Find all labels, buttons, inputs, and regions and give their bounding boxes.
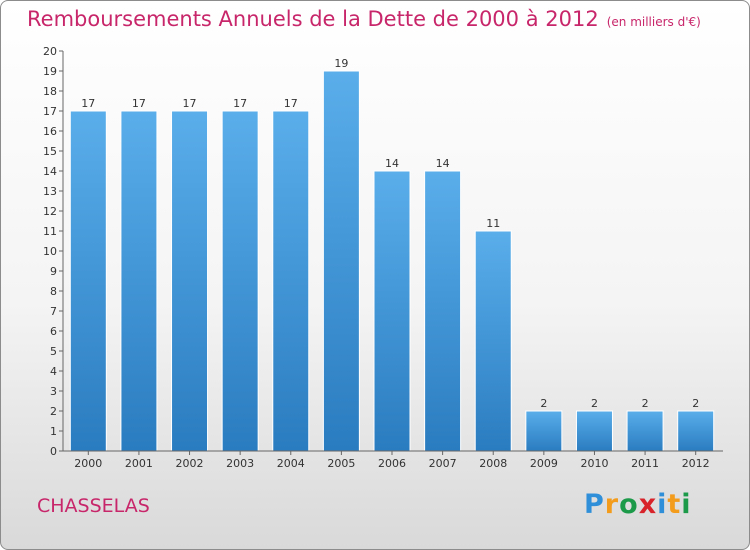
- bar: [575, 410, 613, 452]
- bar: [373, 170, 411, 452]
- x-tick-label: 2000: [74, 457, 102, 470]
- chart-title-text: Remboursements Annuels de la Dette de 20…: [27, 7, 599, 31]
- logo-letter: r: [604, 489, 620, 520]
- bar: [120, 110, 158, 452]
- bar: [221, 110, 259, 452]
- x-tick-label: 2007: [429, 457, 457, 470]
- bar-value-label: 17: [81, 97, 95, 110]
- bar: [69, 110, 107, 452]
- y-tick-label: 18: [43, 85, 57, 98]
- proxiti-logo[interactable]: Proxiti: [584, 489, 692, 520]
- bar-value-label: 2: [642, 397, 649, 410]
- y-tick-label: 4: [50, 365, 57, 378]
- y-tick-label: 7: [50, 305, 57, 318]
- y-tick-label: 2: [50, 405, 57, 418]
- bar-value-label: 14: [385, 157, 399, 170]
- logo-letter: i: [657, 489, 668, 520]
- bar: [677, 410, 715, 452]
- x-tick-label: 2012: [682, 457, 710, 470]
- y-tick-label: 19: [43, 65, 57, 78]
- bar: [626, 410, 664, 452]
- chart-title: Remboursements Annuels de la Dette de 20…: [27, 7, 701, 31]
- x-tick-label: 2005: [327, 457, 355, 470]
- y-tick-label: 16: [43, 125, 57, 138]
- y-tick-label: 14: [43, 165, 57, 178]
- bar: [322, 70, 360, 452]
- y-tick-label: 12: [43, 205, 57, 218]
- y-tick-label: 0: [50, 445, 57, 458]
- logo-letter: x: [638, 489, 658, 520]
- logo-letter: i: [681, 489, 692, 520]
- commune-name: CHASSELAS: [37, 495, 150, 517]
- chart-unit: (en milliers d'€): [606, 15, 701, 29]
- bar: [474, 230, 512, 452]
- y-tick-label: 9: [50, 265, 57, 278]
- y-tick-label: 8: [50, 285, 57, 298]
- bar-value-label: 17: [183, 97, 197, 110]
- logo-letter: t: [667, 489, 682, 520]
- bar: [525, 410, 563, 452]
- logo-letter: P: [584, 489, 605, 520]
- x-tick-label: 2008: [479, 457, 507, 470]
- bar-value-label: 2: [591, 397, 598, 410]
- logo-letter: o: [619, 489, 639, 520]
- bar-value-label: 17: [132, 97, 146, 110]
- bar: [424, 170, 462, 452]
- y-tick-label: 5: [50, 345, 57, 358]
- x-tick-label: 2010: [580, 457, 608, 470]
- x-tick-label: 2009: [530, 457, 558, 470]
- bar-value-label: 17: [233, 97, 247, 110]
- y-tick-label: 13: [43, 185, 57, 198]
- y-tick-label: 17: [43, 105, 57, 118]
- bar-value-label: 11: [486, 217, 500, 230]
- y-tick-label: 6: [50, 325, 57, 338]
- y-tick-label: 15: [43, 145, 57, 158]
- y-tick-label: 10: [43, 245, 57, 258]
- x-axis: 2000 2001 2002 2003 2004 2005 2006 2007 2008 2009…: [59, 450, 723, 470]
- x-tick-label: 2002: [176, 457, 204, 470]
- bar-value-label: 2: [692, 397, 699, 410]
- bar-value-label: 2: [540, 397, 547, 410]
- x-tick-label: 2011: [631, 457, 659, 470]
- y-tick-label: 20: [43, 45, 57, 58]
- x-tick-label: 2006: [378, 457, 406, 470]
- y-tick-label: 1: [50, 425, 57, 438]
- x-tick-label: 2001: [125, 457, 153, 470]
- bars: 17 17 17 17 17 19 14 14 11 2 2 2 2: [69, 57, 715, 452]
- bar-value-label: 14: [436, 157, 450, 170]
- bar-value-label: 19: [334, 57, 348, 70]
- bar: [272, 110, 310, 452]
- x-tick-label: 2004: [277, 457, 305, 470]
- bar-value-label: 17: [284, 97, 298, 110]
- y-tick-label: 3: [50, 385, 57, 398]
- bar: [171, 110, 209, 452]
- x-tick-label: 2003: [226, 457, 254, 470]
- y-tick-label: 11: [43, 225, 57, 238]
